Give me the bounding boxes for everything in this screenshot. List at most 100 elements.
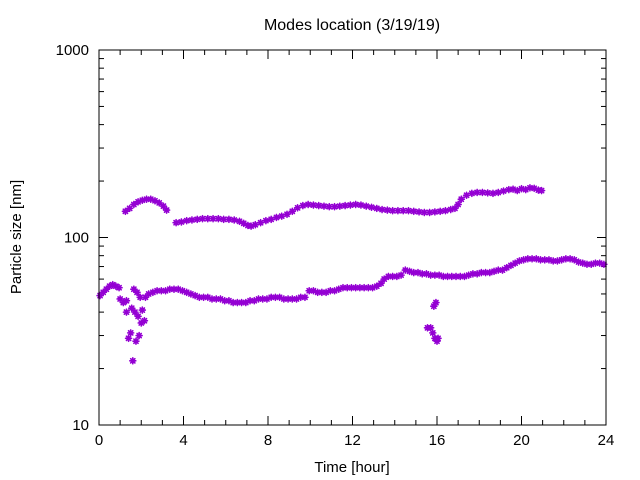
data-point <box>394 206 402 215</box>
data-point <box>357 201 365 209</box>
x-tick-label: 4 <box>179 432 187 449</box>
data-point <box>515 257 524 265</box>
data-point <box>188 216 196 224</box>
x-tick-label: 0 <box>95 432 103 449</box>
data-point <box>153 286 161 295</box>
data-point <box>214 214 223 223</box>
data-point <box>452 272 460 281</box>
data-point <box>220 296 229 305</box>
data-point <box>304 200 312 209</box>
data-point <box>235 217 244 226</box>
data-point <box>203 214 212 223</box>
data-point <box>578 259 587 267</box>
data-point <box>372 282 381 290</box>
data-point <box>540 256 549 264</box>
data-point <box>133 288 141 297</box>
data-point <box>591 259 600 267</box>
data-point <box>384 272 393 281</box>
data-point <box>509 185 517 193</box>
data-point <box>341 201 349 210</box>
data-point <box>141 293 150 302</box>
data-point <box>124 334 133 343</box>
data-point <box>530 184 538 193</box>
data-point <box>441 206 450 215</box>
data-point <box>157 286 166 295</box>
data-point <box>199 293 208 302</box>
data-point <box>309 286 318 295</box>
data-point <box>446 205 455 214</box>
data-point <box>229 298 237 307</box>
data-point <box>299 201 307 210</box>
data-point <box>195 293 204 302</box>
data-point <box>313 288 322 297</box>
data-point <box>208 295 216 303</box>
data-point <box>431 208 439 216</box>
data-point <box>258 295 267 303</box>
data-point <box>144 290 153 298</box>
data-point <box>162 206 171 214</box>
data-point <box>251 220 260 229</box>
data-point <box>401 266 410 274</box>
data-point <box>426 323 435 332</box>
data-point <box>566 254 574 263</box>
data-point <box>267 215 275 224</box>
data-point <box>134 312 142 321</box>
data-point <box>383 206 392 214</box>
data-point <box>428 329 437 337</box>
data-point <box>456 272 465 281</box>
data-point <box>216 295 225 303</box>
data-point <box>161 286 170 295</box>
data-point <box>230 216 238 224</box>
data-point <box>378 205 386 214</box>
y-axis-label: Particle size [nm] <box>8 180 25 294</box>
data-point <box>372 204 381 213</box>
data-point <box>426 271 435 279</box>
data-point <box>325 202 334 211</box>
data-point <box>432 298 440 307</box>
data-point <box>322 288 330 297</box>
data-point <box>494 266 503 274</box>
data-point <box>477 268 486 277</box>
data-point <box>443 272 452 281</box>
data-point <box>415 208 423 216</box>
y-tick-label: 100 <box>64 230 89 247</box>
data-point <box>483 189 492 197</box>
data-point <box>388 272 397 281</box>
data-point <box>314 201 323 210</box>
data-point <box>105 282 114 290</box>
axis-ticks <box>98 49 607 426</box>
x-tick-label: 12 <box>344 432 361 449</box>
data-point <box>433 337 441 345</box>
data-point <box>462 191 471 200</box>
data-point <box>271 293 280 302</box>
data-point <box>570 256 579 264</box>
data-point <box>473 188 481 197</box>
data-point <box>174 285 183 293</box>
data-point <box>524 254 532 263</box>
data-point <box>405 267 414 276</box>
data-point <box>481 268 490 277</box>
data-point <box>494 188 503 197</box>
data-point <box>130 200 138 209</box>
data-point <box>126 329 135 337</box>
data-point <box>225 296 233 305</box>
x-tick-label: 24 <box>598 432 615 449</box>
data-point <box>388 206 397 215</box>
data-point <box>434 334 442 343</box>
data-point <box>125 204 134 213</box>
data-point <box>283 210 291 219</box>
data-point <box>356 283 364 292</box>
data-point <box>490 267 498 276</box>
data-point <box>521 185 530 194</box>
data-point <box>138 196 147 205</box>
data-point <box>239 219 248 228</box>
data-point <box>377 279 385 288</box>
data-point <box>305 286 313 295</box>
data-point <box>250 296 259 305</box>
data-point <box>517 184 526 193</box>
data-point <box>557 256 566 264</box>
data-point <box>96 291 104 300</box>
data-point <box>457 195 466 204</box>
data-point <box>507 261 515 270</box>
